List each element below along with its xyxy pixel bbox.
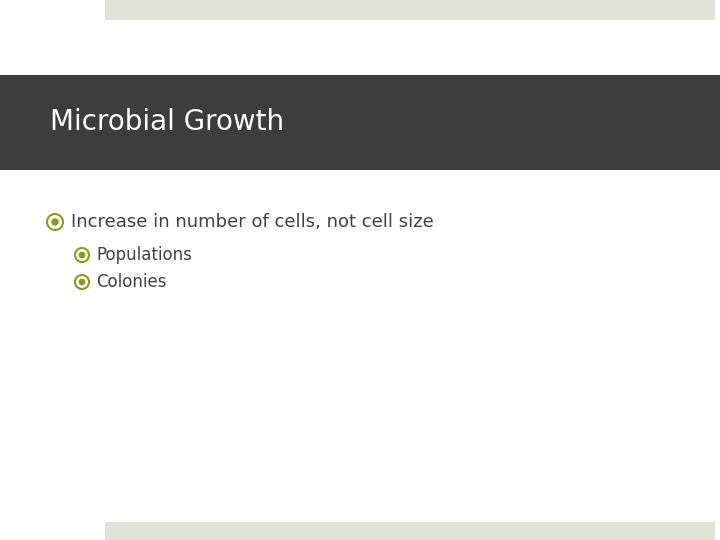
- Circle shape: [52, 219, 58, 225]
- Bar: [105, 0, 715, 20]
- Bar: [0, 75, 720, 170]
- Circle shape: [79, 279, 85, 285]
- Circle shape: [79, 252, 85, 258]
- Text: Colonies: Colonies: [96, 273, 166, 291]
- Text: Increase in number of cells, not cell size: Increase in number of cells, not cell si…: [71, 213, 433, 231]
- Text: Microbial Growth: Microbial Growth: [50, 109, 284, 137]
- Bar: [105, 522, 715, 540]
- Text: Populations: Populations: [96, 246, 192, 264]
